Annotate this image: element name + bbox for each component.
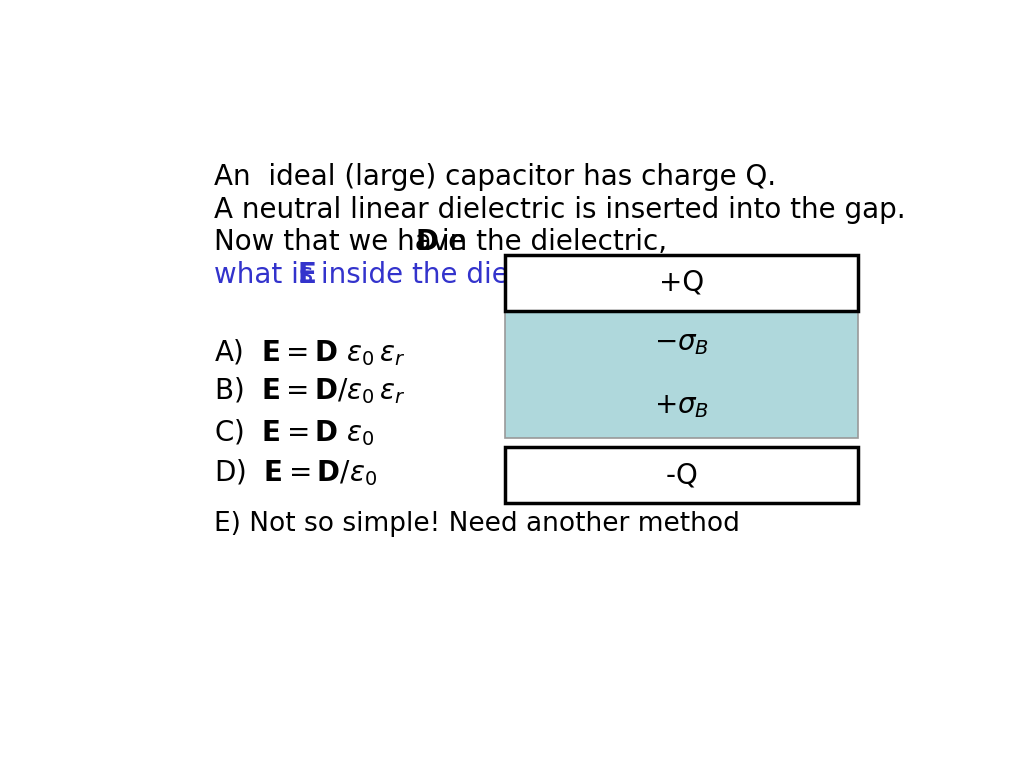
Text: inside the dielectric ?: inside the dielectric ? [312, 260, 617, 289]
Text: -Q: -Q [666, 461, 698, 489]
Text: E) Not so simple! Need another method: E) Not so simple! Need another method [214, 511, 739, 537]
Text: A neutral linear dielectric is inserted into the gap.: A neutral linear dielectric is inserted … [214, 196, 905, 223]
Bar [505, 311, 858, 438]
Text: C)  $\mathbf{E} = \mathbf{D}\ \varepsilon_0$: C) $\mathbf{E} = \mathbf{D}\ \varepsilon… [214, 417, 375, 448]
Text: D)  $\mathbf{E} = \mathbf{D}/\varepsilon_0$: D) $\mathbf{E} = \mathbf{D}/\varepsilon_… [214, 457, 377, 488]
Bar [505, 255, 858, 311]
Text: B)  $\mathbf{E} = \mathbf{D}/\varepsilon_0\,\varepsilon_r$: B) $\mathbf{E} = \mathbf{D}/\varepsilon_… [214, 376, 406, 406]
Text: $-\sigma_B$: $-\sigma_B$ [654, 329, 709, 356]
Text: +Q: +Q [659, 269, 705, 297]
Text: D: D [415, 228, 438, 257]
Text: E: E [298, 260, 316, 289]
Text: $+\sigma_B$: $+\sigma_B$ [654, 392, 709, 420]
Text: An  ideal (large) capacitor has charge Q.: An ideal (large) capacitor has charge Q. [214, 163, 776, 191]
Bar [505, 447, 858, 503]
Text: A)  $\mathbf{E} = \mathbf{D}\ \varepsilon_0\,\varepsilon_r$: A) $\mathbf{E} = \mathbf{D}\ \varepsilon… [214, 337, 404, 368]
Text: Now that we have: Now that we have [214, 228, 474, 257]
Text: in the dielectric,: in the dielectric, [433, 228, 668, 257]
Text: what is: what is [214, 260, 322, 289]
